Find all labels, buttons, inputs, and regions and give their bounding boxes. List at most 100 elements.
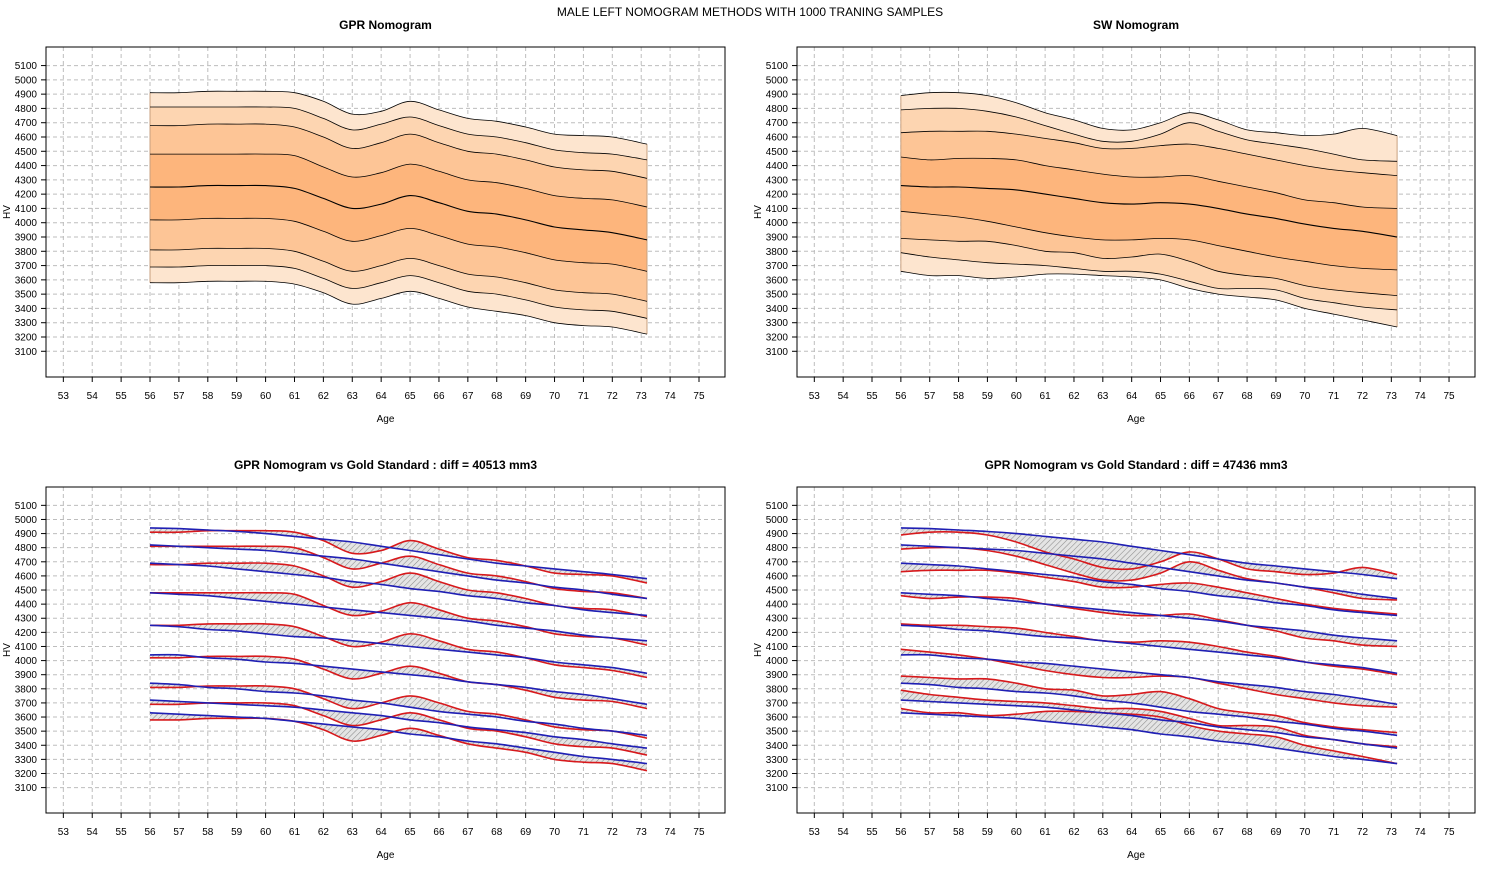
- panel-4: GPR Nomogram vs Gold Standard : diff = 4…: [753, 458, 1476, 861]
- y-tick-label: 3800: [766, 684, 789, 695]
- percentile-line: [900, 130, 1398, 176]
- x-axis-label: Age: [1127, 414, 1145, 425]
- x-tick-label: 60: [260, 391, 272, 402]
- y-tick-label: 4400: [766, 600, 789, 611]
- x-tick-label: 60: [1011, 827, 1023, 838]
- y-tick-label: 3200: [766, 333, 789, 344]
- y-tick-label: 3500: [15, 290, 38, 301]
- nomogram-line: [149, 701, 648, 756]
- x-tick-label: 58: [953, 391, 965, 402]
- gold-standard-line: [149, 653, 648, 706]
- panel-title: SW Nomogram: [1093, 18, 1179, 32]
- x-tick-label: 68: [1242, 827, 1254, 838]
- y-tick-label: 4100: [15, 204, 38, 215]
- percentile-line: [149, 184, 648, 241]
- y-tick-label: 4400: [15, 161, 38, 172]
- x-tick-label: 70: [1299, 827, 1311, 838]
- y-tick-label: 4700: [766, 118, 789, 129]
- y-tick-label: 3700: [15, 698, 38, 709]
- x-tick-label: 64: [1126, 827, 1138, 838]
- y-tick-label: 3400: [766, 304, 789, 315]
- y-tick-label: 3800: [15, 684, 38, 695]
- y-tick-label: 3600: [15, 713, 38, 724]
- x-tick-label: 70: [1299, 391, 1311, 402]
- gold-standard-line: [900, 562, 1398, 617]
- y-tick-label: 3400: [766, 741, 789, 752]
- x-tick-label: 64: [376, 827, 388, 838]
- y-tick-label: 4900: [15, 90, 38, 101]
- y-tick-label: 5100: [15, 61, 38, 72]
- x-tick-label: 59: [982, 391, 994, 402]
- x-tick-label: 73: [1386, 391, 1398, 402]
- x-tick-label: 53: [809, 827, 821, 838]
- nomogram-line: [900, 594, 1398, 648]
- percentile-line: [149, 280, 648, 335]
- x-tick-label: 75: [1443, 827, 1455, 838]
- x-tick-label: 74: [665, 391, 677, 402]
- y-tick-label: 5000: [766, 515, 789, 526]
- y-tick-label: 4000: [766, 218, 789, 229]
- difference-hatch: [900, 623, 1398, 675]
- nomogram-line: [149, 655, 648, 710]
- x-tick-label: 59: [231, 391, 243, 402]
- percentile-band: [150, 106, 647, 179]
- x-tick-label: 69: [1270, 391, 1282, 402]
- x-tick-label: 62: [1068, 827, 1080, 838]
- panels: GPR Nomogram 53 54 55 56 57 58 59 60 61 62 63 64 65 66…: [2, 18, 1476, 861]
- y-tick-label: 3600: [766, 713, 789, 724]
- x-tick-label: 70: [549, 827, 561, 838]
- x-tick-label: 62: [1068, 391, 1080, 402]
- y-tick-label: 5100: [15, 501, 38, 512]
- percentile-band: [900, 211, 1398, 296]
- difference-hatch: [900, 708, 1398, 764]
- x-tick-label: 65: [404, 827, 416, 838]
- percentile-line: [150, 106, 648, 161]
- y-tick-label: 4900: [766, 90, 789, 101]
- gold-standard-line: [149, 592, 648, 642]
- gold-standard-line: [900, 624, 1398, 675]
- nomogram-line: [900, 623, 1398, 676]
- percentile-band: [900, 108, 1398, 176]
- gold-standard-line: [900, 682, 1398, 737]
- x-tick-label: 74: [1415, 827, 1427, 838]
- x-tick-label: 63: [347, 391, 359, 402]
- percentile-line: [149, 123, 648, 179]
- y-tick-label: 4800: [766, 104, 789, 115]
- y-tick-label: 5000: [15, 75, 38, 86]
- x-tick-label: 59: [231, 827, 243, 838]
- y-tick-label: 5000: [766, 75, 789, 86]
- difference-hatch: [900, 592, 1398, 647]
- y-tick-label: 3800: [766, 247, 789, 258]
- percentile-band: [900, 131, 1398, 209]
- percentile-band: [900, 157, 1398, 237]
- x-tick-label: 55: [116, 827, 128, 838]
- y-tick-label: 4600: [15, 133, 38, 144]
- difference-regions: [900, 527, 1398, 764]
- gold-standard-line: [149, 712, 648, 765]
- y-tick-label: 4200: [15, 190, 38, 201]
- x-tick-label: 71: [1328, 827, 1340, 838]
- x-tick-label: 66: [1184, 827, 1196, 838]
- y-tick-label: 3600: [15, 275, 38, 286]
- y-tick-label: 5000: [15, 515, 38, 526]
- y-tick-label: 3800: [15, 247, 38, 258]
- x-tick-label: 73: [1386, 827, 1398, 838]
- x-tick-label: 59: [982, 827, 994, 838]
- x-tick-label: 69: [1270, 827, 1282, 838]
- y-tick-label: 3100: [766, 783, 789, 794]
- x-tick-label: 69: [520, 391, 532, 402]
- x-tick-label: 72: [1357, 827, 1369, 838]
- x-tick-label: 54: [87, 391, 99, 402]
- x-tick-label: 67: [1213, 391, 1225, 402]
- y-tick-label: 3300: [15, 755, 38, 766]
- x-axis: 53 54 55 56 57 58 59 60 61 62 63 64 65 66 67 68 69 70 71 72…: [58, 813, 705, 861]
- x-tick-label: 61: [289, 827, 301, 838]
- nomogram-line: [149, 684, 648, 739]
- y-tick-label: 4700: [15, 557, 38, 568]
- x-tick-label: 53: [58, 391, 70, 402]
- plot-frame: [45, 486, 726, 814]
- percentile-lines: [149, 90, 648, 335]
- x-tick-label: 60: [1011, 391, 1023, 402]
- y-tick-label: 4400: [15, 600, 38, 611]
- y-tick-label: 3200: [766, 769, 789, 780]
